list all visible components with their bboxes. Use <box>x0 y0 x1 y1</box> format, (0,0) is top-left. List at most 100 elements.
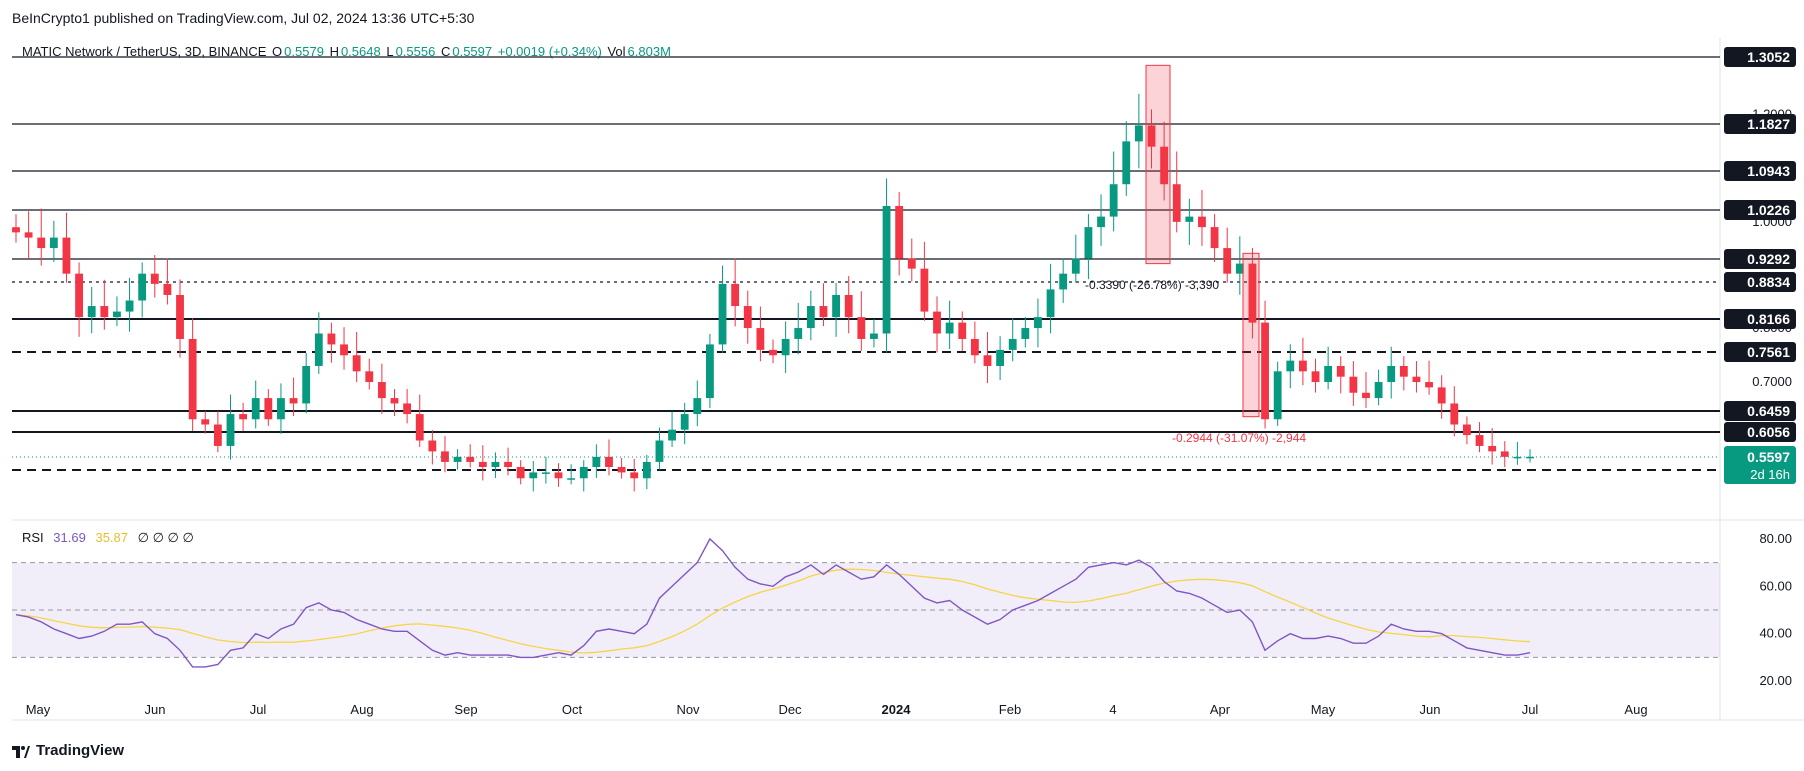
candle-body <box>1374 382 1383 399</box>
candle <box>958 311 967 351</box>
open-label: O <box>272 44 283 59</box>
candle <box>895 191 904 276</box>
candle-body <box>794 328 803 339</box>
candle-body <box>1097 216 1105 228</box>
level-label: 0.6056 <box>1724 422 1796 442</box>
candle-body <box>970 338 979 356</box>
candle <box>176 279 184 358</box>
candle <box>138 262 147 318</box>
candle <box>529 461 538 492</box>
candle <box>1021 317 1030 348</box>
level-label-bg <box>1724 200 1796 220</box>
candle <box>706 333 714 409</box>
candle-body <box>933 311 941 334</box>
candle-body <box>1500 451 1509 457</box>
candle <box>428 429 437 465</box>
candle <box>62 212 71 283</box>
symbol-name[interactable]: MATIC Network / TetherUS, 3D, BINANCE <box>22 44 267 59</box>
candle <box>1311 358 1320 393</box>
candle <box>769 339 777 364</box>
candle-body <box>668 429 676 441</box>
candle <box>251 380 260 429</box>
candle-body <box>75 273 83 318</box>
candle <box>1134 93 1143 169</box>
candle-body <box>642 461 651 479</box>
candle <box>314 312 323 374</box>
candle <box>1412 361 1421 393</box>
candle-body <box>996 349 1005 366</box>
tradingview-logo-icon <box>12 745 30 758</box>
candle-body <box>113 311 121 318</box>
candle-body <box>1324 365 1333 383</box>
candle <box>327 322 336 363</box>
rsi-label[interactable]: RSI <box>22 530 44 545</box>
candle <box>655 427 664 470</box>
candle-body <box>579 467 588 479</box>
candle-body <box>453 456 462 462</box>
candle-body <box>478 461 487 468</box>
candle-body <box>1336 365 1345 377</box>
change-value: +0.0019 (+0.34%) <box>497 44 602 59</box>
low-label: L <box>386 44 394 59</box>
level-label: 0.7561 <box>1724 342 1796 362</box>
drop-measure-box <box>1242 252 1260 418</box>
candle-body <box>1412 376 1421 383</box>
candle-body <box>327 333 336 345</box>
level-label-text: 0.8834 <box>1747 274 1790 290</box>
candle-body <box>1399 365 1408 377</box>
close-value: 0.5597 <box>452 44 493 59</box>
candle <box>743 290 752 344</box>
time-axis-tick: Sep <box>454 702 477 717</box>
candle-body <box>163 283 172 295</box>
candle <box>163 258 172 305</box>
candle-body <box>882 205 891 334</box>
candle <box>49 220 58 262</box>
candle <box>1336 356 1345 394</box>
candle <box>390 389 399 417</box>
level-label-text: 1.1827 <box>1747 116 1790 132</box>
tradingview-brand[interactable]: TradingView <box>12 742 124 759</box>
candle <box>1463 416 1471 445</box>
candle-body <box>264 398 273 420</box>
rsi-legend: RSI 31.69 35.87 ∅ ∅ ∅ ∅ <box>22 530 194 546</box>
level-label-text: 0.6459 <box>1747 403 1790 419</box>
candle-body <box>907 258 916 269</box>
candle-body <box>251 398 260 420</box>
candle <box>75 262 83 337</box>
candle <box>630 458 639 492</box>
candle-body <box>1450 403 1459 425</box>
candle-body <box>1349 376 1358 393</box>
level-label-text: 0.9292 <box>1747 251 1790 267</box>
candle-body <box>504 461 512 468</box>
candle-body <box>1122 141 1131 185</box>
candle <box>617 457 626 479</box>
candle-body <box>1147 125 1156 147</box>
candle-body <box>201 419 210 425</box>
candle <box>1160 121 1169 201</box>
candle <box>1223 227 1232 283</box>
candle <box>365 358 374 390</box>
level-label: 1.1827 <box>1724 114 1796 134</box>
candle <box>1513 441 1522 465</box>
candle <box>87 286 96 334</box>
candle <box>403 388 412 424</box>
candle-body <box>1046 289 1055 318</box>
candle-body <box>239 414 248 420</box>
candle-body <box>87 306 96 318</box>
candle-body <box>428 440 437 452</box>
publisher-line: BeInCrypto1 published on TradingView.com… <box>12 10 475 26</box>
candle <box>718 265 727 353</box>
time-axis-tick: Nov <box>676 702 700 717</box>
candle-body <box>655 440 664 462</box>
candle <box>1286 344 1295 389</box>
level-label-text: 0.6056 <box>1747 424 1790 440</box>
candle <box>466 444 475 468</box>
candle-body <box>1198 216 1206 228</box>
level-label-text: 1.0226 <box>1747 202 1790 218</box>
candle <box>441 436 449 473</box>
rsi-ma-line <box>15 568 1531 654</box>
candle-body <box>706 344 714 399</box>
candle-body <box>605 456 613 468</box>
candle-body <box>377 382 386 399</box>
